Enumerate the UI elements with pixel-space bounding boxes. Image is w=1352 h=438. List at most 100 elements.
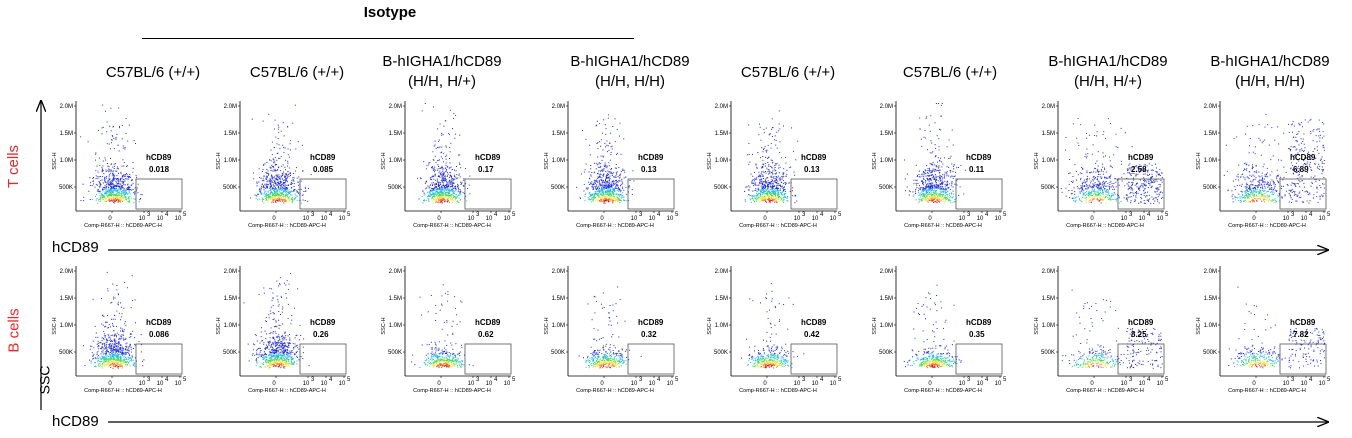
column-header-line1: B-hIGHA1/hCD89 [1048,53,1168,70]
y-tick-label: 1.5M [552,131,565,137]
gate-rectangle [955,178,1003,210]
x-tick-exponent: 5 [347,212,351,218]
x-tick-label: 10 [303,216,310,222]
y-tick-label: 1.0M [1204,323,1217,329]
y-tick-label: 1.5M [1204,131,1217,137]
x-tick-exponent: 3 [1129,212,1133,218]
x-tick-label: 10 [794,216,801,222]
x-tick-label: 10 [321,381,328,387]
x-tick-label: 10 [339,381,346,387]
x-tick-exponent: 4 [657,212,661,218]
x-tick-exponent: 3 [1291,377,1295,383]
gate-rectangle [790,178,838,210]
x-tick-exponent: 4 [494,212,498,218]
plot-x-title: Comp-R667-H :: hCD89-APC-H [1228,223,1306,229]
y-tick-label: 1.0M [60,158,73,164]
plot-y-title: SSC-H [707,152,713,169]
gate-name: hCD89 [310,318,336,327]
y-tick-label: 1.5M [389,296,402,302]
y-tick-label: 500K [714,185,728,191]
y-tick-label: 2.0M [1042,104,1055,110]
x-tick-exponent: 3 [639,212,643,218]
column-header-line2: (H/H, H/+) [408,73,476,90]
x-tick-exponent: 4 [1309,212,1313,218]
gate-percent: 0.13 [804,165,820,174]
y-tick-label: 1.5M [224,296,237,302]
x-tick-label: 10 [667,381,674,387]
plot-y-title: SSC-H [872,152,878,169]
plot-y-title: SSC-H [216,152,222,169]
y-tick-label: 2.0M [552,104,565,110]
plot-y-title: SSC-H [216,317,222,334]
x-tick-exponent: 3 [1129,377,1133,383]
y-tick-label: 1.5M [880,131,893,137]
x-tick-label: 10 [1301,381,1308,387]
x-tick-label: 10 [649,381,656,387]
y-tick-label: 1.0M [880,158,893,164]
gate-percent: 0.32 [641,330,657,339]
plot-x-title: Comp-R667-H :: hCD89-APC-H [576,388,654,394]
y-tick-label: 500K [388,350,402,356]
y-tick-label: 1.0M [1042,323,1055,329]
y-tick-label: 1.0M [60,323,73,329]
x-tick-label: 10 [468,381,475,387]
x-tick-label: 10 [1157,216,1164,222]
x-tick-label: 10 [504,216,511,222]
x-tick-exponent: 3 [476,212,480,218]
x-tick-label: 0 [600,216,604,222]
y-tick-label: 1.0M [389,323,402,329]
gate-rectangle [299,178,347,210]
y-tick-label: 500K [59,185,73,191]
x-tick-label: 10 [139,216,146,222]
y-tick-label: 500K [1041,350,1055,356]
plot-x-title: Comp-R667-H :: hCD89-APC-H [1066,223,1144,229]
hcd89-axis-label-top: hCD89 [52,239,99,256]
gate-name: hCD89 [146,153,172,162]
column-header: B-hIGHA1/hCD89 (H/H, H/+) [1023,52,1193,92]
plot-y-title: SSC-H [1196,152,1202,169]
x-tick-label: 10 [1139,216,1146,222]
plot-y-title: SSC-H [1034,317,1040,334]
y-tick-label: 1.0M [715,158,728,164]
x-tick-exponent: 5 [1165,212,1169,218]
x-tick-label: 0 [1090,381,1094,387]
y-tick-label: 1.0M [1204,158,1217,164]
y-tick-label: 1.5M [60,296,73,302]
x-tick-exponent: 3 [147,377,151,383]
x-tick-label: 0 [763,216,767,222]
y-tick-label: 2.0M [552,269,565,275]
y-tick-label: 2.0M [389,104,402,110]
x-tick-label: 10 [631,381,638,387]
y-tick-label: 1.0M [389,158,402,164]
x-tick-exponent: 5 [512,212,516,218]
column-header-line1: B-hIGHA1/hCD89 [1210,53,1330,70]
y-tick-label: 1.5M [60,131,73,137]
column-header-line1: B-hIGHA1/hCD89 [382,53,502,70]
x-tick-label: 0 [600,381,604,387]
x-tick-exponent: 3 [311,212,315,218]
plot-x-title: Comp-R667-H :: hCD89-APC-H [84,223,162,229]
plot-x-title: Comp-R667-H :: hCD89-APC-H [904,388,982,394]
y-tick-label: 1.5M [1042,296,1055,302]
x-tick-label: 0 [272,216,276,222]
y-tick-label: 1.5M [1204,296,1217,302]
gate-rectangle [464,178,512,210]
y-tick-label: 500K [388,185,402,191]
plot-x-title: Comp-R667-H :: hCD89-APC-H [413,388,491,394]
x-tick-label: 10 [321,216,328,222]
x-tick-exponent: 4 [985,212,989,218]
x-tick-label: 10 [468,216,475,222]
y-tick-label: 500K [1203,185,1217,191]
x-tick-exponent: 4 [1147,212,1151,218]
x-tick-label: 0 [928,216,932,222]
x-tick-label: 0 [763,381,767,387]
scatter-points [1223,113,1325,204]
plot-y-title: SSC-H [707,317,713,334]
x-tick-exponent: 4 [165,377,169,383]
